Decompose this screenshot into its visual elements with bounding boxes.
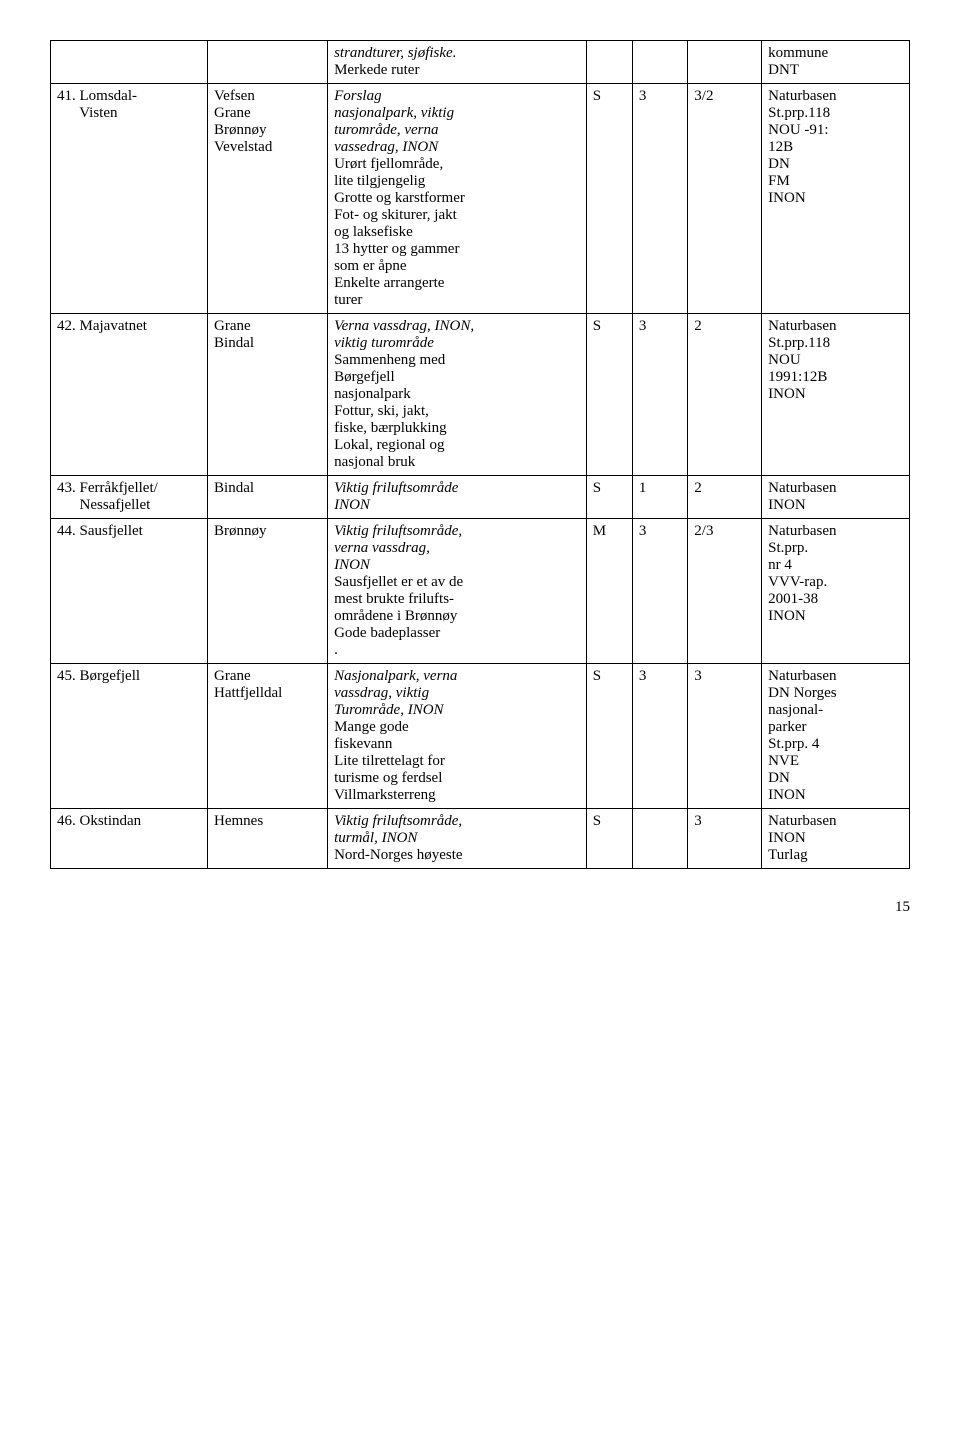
description-italic: Viktig friluftsområdeINON: [334, 480, 580, 514]
source: NaturbasenSt.prp.118NOU1991:12BINON: [762, 314, 910, 476]
description-plain: Urørt fjellområde,lite tilgjengeligGrott…: [334, 156, 580, 309]
table-row: 44. SausfjelletBrønnøyViktig friluftsomr…: [51, 519, 910, 664]
col-val2: 3: [688, 809, 762, 869]
description: Verna vassdrag, INON,viktig turområdeSam…: [328, 314, 587, 476]
description-plain: Sausfjellet er et av demest brukte frilu…: [334, 574, 580, 659]
description-plain: Merkede ruter: [334, 62, 580, 79]
source: NaturbasenSt.prp.nr 4VVV-rap.2001-38INON: [762, 519, 910, 664]
area-name: 43. Ferråkfjellet/ Nessafjellet: [51, 476, 208, 519]
col-val1: [632, 809, 687, 869]
description-italic: Viktig friluftsområde,verna vassdrag,INO…: [334, 523, 580, 574]
col-val2: 2: [688, 314, 762, 476]
municipality: Bindal: [208, 476, 328, 519]
col-s: M: [586, 519, 632, 664]
description-italic: Verna vassdrag, INON,viktig turområde: [334, 318, 580, 352]
area-name: 44. Sausfjellet: [51, 519, 208, 664]
area-name: [51, 41, 208, 84]
col-val2: [688, 41, 762, 84]
area-name: 41. Lomsdal- Visten: [51, 84, 208, 314]
description-plain: Nord-Norges høyeste: [334, 847, 580, 864]
municipality: GraneBindal: [208, 314, 328, 476]
area-name: 42. Majavatnet: [51, 314, 208, 476]
col-s: S: [586, 314, 632, 476]
col-s: S: [586, 809, 632, 869]
description: Viktig friluftsområde,turmål, INONNord-N…: [328, 809, 587, 869]
col-val1: [632, 41, 687, 84]
source: kommuneDNT: [762, 41, 910, 84]
table-row: 42. MajavatnetGraneBindalVerna vassdrag,…: [51, 314, 910, 476]
description-plain: Sammenheng medBørgefjellnasjonalparkFott…: [334, 352, 580, 471]
col-val2: 2/3: [688, 519, 762, 664]
description: strandturer, sjøfiske.Merkede ruter: [328, 41, 587, 84]
col-s: S: [586, 84, 632, 314]
area-name: 46. Okstindan: [51, 809, 208, 869]
source: NaturbasenINONTurlag: [762, 809, 910, 869]
col-val1: 3: [632, 519, 687, 664]
municipality: VefsenGraneBrønnøyVevelstad: [208, 84, 328, 314]
description-italic: strandturer, sjøfiske.: [334, 45, 580, 62]
table-row: 43. Ferråkfjellet/ NessafjelletBindalVik…: [51, 476, 910, 519]
description: Viktig friluftsområde,verna vassdrag,INO…: [328, 519, 587, 664]
col-s: S: [586, 664, 632, 809]
description: Viktig friluftsområdeINON: [328, 476, 587, 519]
col-val1: 3: [632, 664, 687, 809]
municipality: GraneHattfjelldal: [208, 664, 328, 809]
col-s: [586, 41, 632, 84]
data-table: strandturer, sjøfiske.Merkede ruter kommu…: [50, 40, 910, 869]
table-row: 41. Lomsdal- VistenVefsenGraneBrønnøyVev…: [51, 84, 910, 314]
col-s: S: [586, 476, 632, 519]
source: NaturbasenINON: [762, 476, 910, 519]
table-row: strandturer, sjøfiske.Merkede ruter kommu…: [51, 41, 910, 84]
municipality: Hemnes: [208, 809, 328, 869]
table-row: 45. BørgefjellGraneHattfjelldalNasjonalp…: [51, 664, 910, 809]
description: Forslagnasjonalpark, viktigturområde, ve…: [328, 84, 587, 314]
municipality: Brønnøy: [208, 519, 328, 664]
col-val2: 3: [688, 664, 762, 809]
source: NaturbasenDN Norgesnasjonal-parkerSt.prp…: [762, 664, 910, 809]
description-italic: Viktig friluftsområde,turmål, INON: [334, 813, 580, 847]
page-number: 15: [50, 899, 910, 916]
description-plain: Mange godefiskevannLite tilrettelagt for…: [334, 719, 580, 804]
col-val1: 3: [632, 84, 687, 314]
col-val2: 3/2: [688, 84, 762, 314]
source: NaturbasenSt.prp.118NOU -91:12BDNFMINON: [762, 84, 910, 314]
col-val1: 3: [632, 314, 687, 476]
description-italic: Forslagnasjonalpark, viktigturområde, ve…: [334, 88, 580, 156]
municipality: [208, 41, 328, 84]
area-name: 45. Børgefjell: [51, 664, 208, 809]
col-val2: 2: [688, 476, 762, 519]
description-italic: Nasjonalpark, vernavassdrag, viktigTurom…: [334, 668, 580, 719]
table-row: 46. OkstindanHemnesViktig friluftsområde…: [51, 809, 910, 869]
col-val1: 1: [632, 476, 687, 519]
description: Nasjonalpark, vernavassdrag, viktigTurom…: [328, 664, 587, 809]
